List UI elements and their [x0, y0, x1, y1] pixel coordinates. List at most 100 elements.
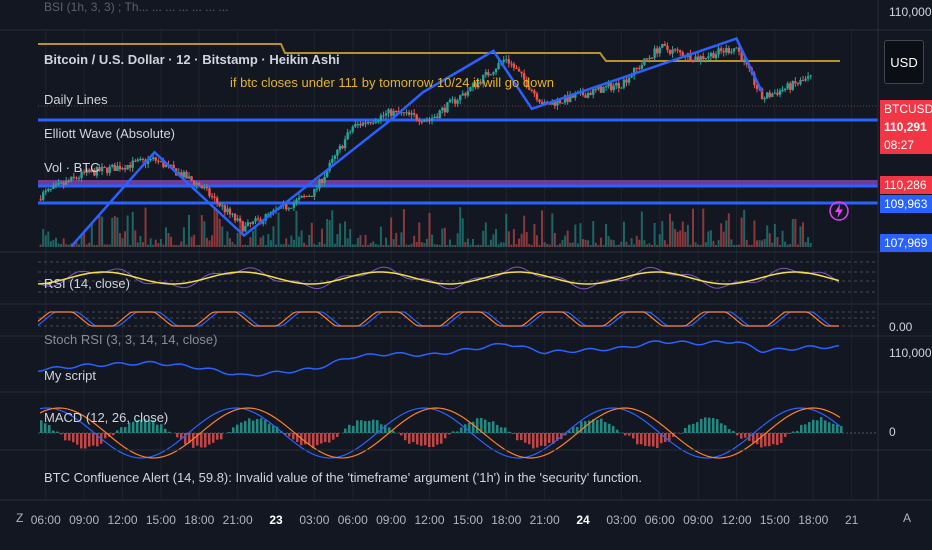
candle-body — [507, 59, 511, 64]
macd-histogram-bar — [88, 433, 91, 447]
macd-histogram-bar — [256, 419, 259, 433]
candle-body — [405, 112, 408, 114]
candle-body — [522, 73, 526, 80]
macd-histogram-bar — [272, 425, 275, 433]
macd-histogram-bar — [496, 424, 499, 433]
macd-histogram-bar — [408, 433, 411, 444]
candle-body — [635, 67, 638, 69]
macd-histogram-bar — [48, 425, 51, 433]
legend-elliott-wave[interactable]: Elliott Wave (Absolute) — [44, 126, 176, 141]
legend-macd[interactable]: MACD (12, 26, close) — [44, 410, 169, 425]
candle-body — [215, 197, 219, 203]
candle-body — [44, 190, 47, 193]
macd-histogram-bar — [816, 420, 819, 433]
volume-bar — [80, 235, 83, 247]
legend-my-script[interactable]: My script — [44, 368, 96, 383]
candle-body — [131, 160, 134, 168]
candle-body — [471, 83, 475, 88]
volume-bar — [113, 216, 116, 247]
candle-body — [658, 47, 661, 54]
macd-histogram-bar — [760, 433, 763, 448]
volume-bar — [625, 241, 628, 247]
volume-bar — [377, 244, 380, 247]
time-axis-label: 24 — [576, 513, 590, 527]
volume-bar — [285, 238, 288, 247]
macd-histogram-bar — [192, 433, 195, 448]
candle-body — [497, 63, 500, 70]
volume-bar — [323, 243, 326, 247]
volume-bar — [699, 244, 702, 247]
lightning-alert-icon[interactable] — [829, 201, 849, 221]
candle-body — [295, 199, 298, 203]
macd-histogram-bar — [536, 433, 539, 448]
badge-level-upper: 110,286 — [880, 176, 932, 194]
volume-bar — [525, 232, 528, 247]
auto-scale-button[interactable]: A — [903, 511, 912, 525]
candle-body — [569, 94, 572, 102]
candle-body — [525, 79, 528, 88]
volume-bar — [796, 244, 799, 247]
macd-histogram-bar — [768, 433, 771, 447]
candle-body — [315, 188, 319, 190]
chart-annotation[interactable]: if btc closes under 111 by tomorrow 10/2… — [230, 75, 554, 90]
candle-body — [461, 93, 464, 96]
rsi-line — [37, 266, 840, 290]
volume-bar — [712, 240, 715, 247]
volume-bar — [761, 240, 764, 247]
symbol-title[interactable]: Bitcoin / U.S. Dollar · 12 · Bitstamp · … — [44, 52, 340, 67]
legend-stoch-rsi[interactable]: Stoch RSI (3, 3, 14, 14, close) — [44, 332, 218, 347]
candle-body — [704, 57, 707, 59]
volume-bar — [515, 244, 518, 247]
volume-bar — [93, 244, 96, 247]
macd-histogram-bar — [640, 433, 643, 445]
candle-body — [505, 59, 508, 61]
time-axis-label: 03:00 — [606, 513, 637, 527]
macd-histogram-bar — [200, 433, 203, 448]
volume-bar — [610, 239, 613, 247]
macd-histogram-bar — [736, 433, 739, 436]
stoch-k-line — [37, 311, 839, 327]
badge-level-lower: 109,963 — [880, 195, 932, 213]
volume-bar — [103, 244, 106, 247]
volume-bar — [382, 244, 385, 247]
time-zoom-left-button[interactable]: Z — [16, 511, 24, 525]
candle-body — [377, 120, 380, 122]
macd-histogram-bar — [392, 430, 395, 433]
macd-histogram-bar — [196, 433, 199, 446]
macd-histogram-bar — [140, 419, 143, 433]
macd-histogram-bar — [216, 433, 219, 440]
macd-histogram-bar — [752, 433, 755, 443]
badge-countdown: 08:27 — [880, 136, 932, 154]
volume-bar — [681, 221, 684, 247]
macd-histogram-bar — [520, 433, 523, 441]
macd-histogram-bar — [104, 433, 107, 439]
volume-bar — [259, 237, 262, 247]
currency-button[interactable]: USD — [884, 40, 924, 84]
candle-body — [387, 109, 390, 114]
macd-histogram-bar — [500, 427, 503, 433]
volume-bar — [57, 243, 60, 247]
candle-body — [451, 99, 454, 101]
macd-histogram-bar — [204, 433, 207, 448]
volume-bar — [535, 235, 538, 247]
volume-bar — [622, 221, 625, 247]
volume-bar — [425, 238, 428, 247]
candle-body — [346, 132, 349, 140]
macd-histogram-bar — [220, 433, 223, 440]
legend-rsi[interactable]: RSI (14, close) — [44, 276, 130, 291]
macd-histogram-bar — [92, 433, 95, 446]
legend-daily-lines[interactable]: Daily Lines — [44, 92, 108, 107]
macd-histogram-bar — [652, 433, 655, 447]
candle-body — [343, 139, 347, 149]
volume-bar — [676, 231, 679, 247]
candle-body — [556, 99, 559, 106]
time-axis-label: 09:00 — [69, 513, 100, 527]
candle-body — [625, 79, 628, 83]
legend-volume[interactable]: Vol · BTC — [44, 160, 100, 175]
volume-bar — [633, 244, 636, 247]
volume-bar — [213, 208, 216, 247]
candle-body — [469, 87, 472, 92]
badge-axis-low: 107,969 — [880, 234, 932, 252]
candle-body — [297, 197, 301, 200]
